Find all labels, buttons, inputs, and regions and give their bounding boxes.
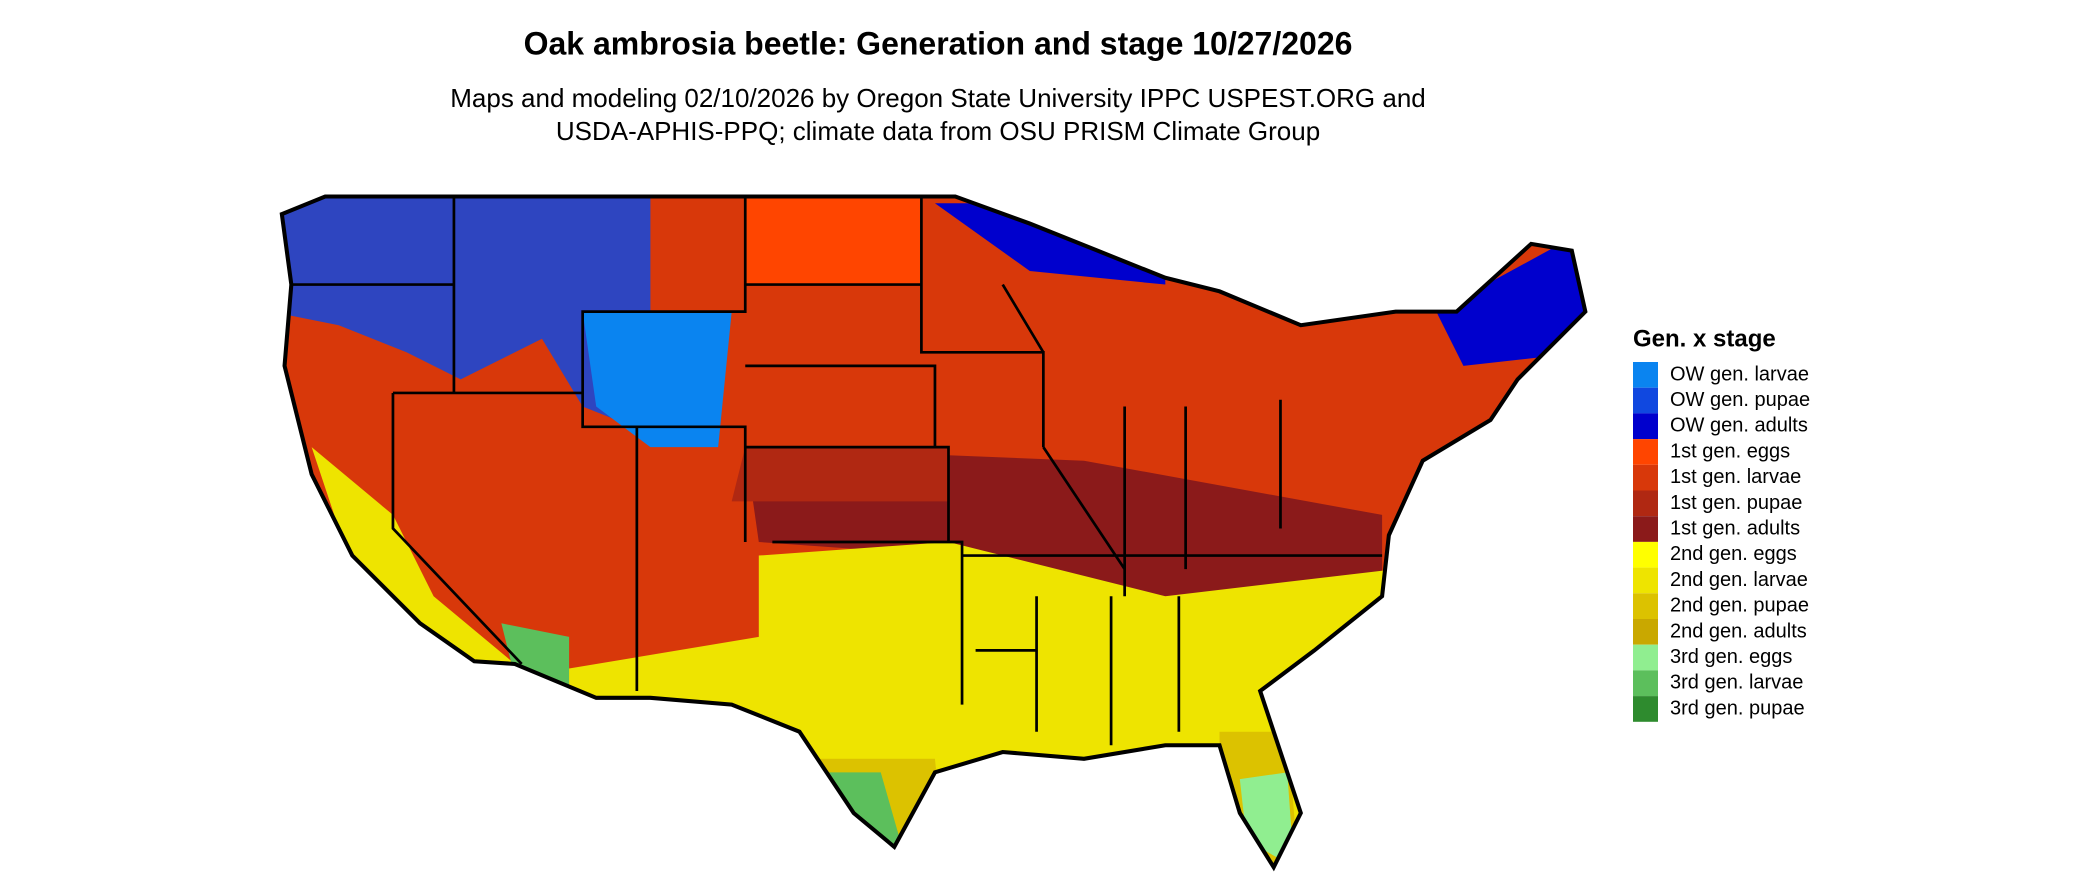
legend-label: 2nd gen. adults — [1670, 620, 1807, 642]
legend-swatch — [1633, 619, 1658, 645]
legend-label: OW gen. larvae — [1670, 363, 1809, 385]
legend-label: 2nd gen. larvae — [1670, 569, 1808, 591]
legend-label: 2nd gen. eggs — [1670, 543, 1797, 565]
subtitle: USDA-APHIS-PPQ; climate data from OSU PR… — [556, 116, 1320, 146]
legend-swatch — [1633, 696, 1658, 722]
legend-label: 1st gen. larvae — [1670, 466, 1801, 488]
legend-label: 1st gen. pupae — [1670, 492, 1802, 514]
map-title: Oak ambrosia beetle: Generation and stag… — [524, 25, 1353, 61]
legend-label: 1st gen. adults — [1670, 517, 1800, 539]
legend-swatch — [1633, 567, 1658, 594]
legend-swatch — [1633, 387, 1658, 414]
legend-label: 3rd gen. pupae — [1670, 697, 1805, 719]
legend-swatch — [1633, 490, 1658, 517]
legend-swatch — [1633, 413, 1658, 440]
legend-label: OW gen. adults — [1670, 415, 1808, 437]
subtitle: Maps and modeling 02/10/2026 by Oregon S… — [450, 83, 1426, 113]
legend-swatch — [1633, 516, 1658, 542]
legend-swatch — [1633, 464, 1658, 491]
legend-label: OW gen. pupae — [1670, 389, 1810, 411]
legend: OW gen. larvae OW gen. pupae OW gen. adult… — [1633, 362, 1810, 722]
legend-label: 3rd gen. larvae — [1670, 672, 1803, 694]
legend-swatch — [1633, 670, 1658, 697]
legend-label: 3rd gen. eggs — [1670, 646, 1792, 668]
legend-swatch — [1633, 644, 1658, 671]
us-map — [279, 194, 1588, 872]
legend-title: Gen. x stage — [1633, 325, 1776, 352]
legend-swatch — [1633, 439, 1658, 465]
legend-label: 2nd gen. pupae — [1670, 595, 1809, 617]
legend-label: 1st gen. eggs — [1670, 440, 1790, 462]
legend-swatch — [1633, 362, 1658, 388]
legend-swatch — [1633, 541, 1658, 568]
legend-swatch — [1633, 593, 1658, 619]
